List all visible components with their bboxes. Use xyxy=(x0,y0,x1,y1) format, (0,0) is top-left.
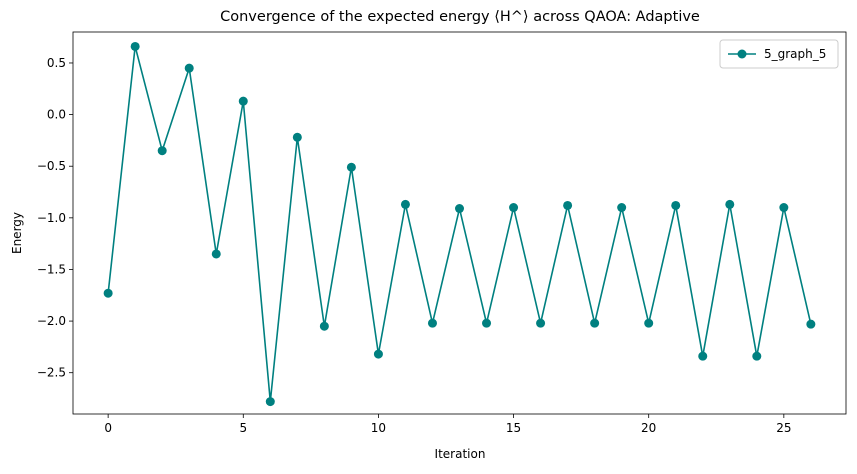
x-tick-label: 5 xyxy=(239,421,247,435)
plot-area: 0 5 10 15 20 25 −2.5 −2.0 −1.5 −1.0 −0.5 0.0 0.5 5_gr… xyxy=(37,31,847,435)
x-axis-label: Iteration xyxy=(435,447,486,461)
data-point xyxy=(806,319,816,329)
data-point xyxy=(238,96,248,106)
y-tick-label: −2.5 xyxy=(37,366,66,380)
legend-label: 5_graph_5 xyxy=(764,47,826,61)
data-point xyxy=(292,132,302,142)
data-point xyxy=(752,351,762,361)
data-point xyxy=(319,321,329,331)
legend-marker xyxy=(737,49,747,59)
data-point xyxy=(103,288,113,298)
data-point xyxy=(563,200,573,210)
data-point xyxy=(698,351,708,361)
x-tick-label: 25 xyxy=(776,421,791,435)
data-point xyxy=(725,199,735,209)
data-point xyxy=(509,203,519,213)
x-tick-label: 15 xyxy=(506,421,521,435)
series-line xyxy=(107,45,812,403)
chart-title: Convergence of the expected energy ⟨H^⟩ … xyxy=(220,9,700,25)
data-point xyxy=(536,318,546,328)
y-tick-label: −1.5 xyxy=(37,262,66,276)
data-point xyxy=(455,204,464,214)
y-tick-label: 0.0 xyxy=(47,108,66,122)
x-tick-label: 10 xyxy=(371,421,386,435)
data-point xyxy=(184,63,194,73)
x-tick-label: 0 xyxy=(104,421,112,435)
data-point xyxy=(373,349,383,359)
data-point xyxy=(400,199,410,209)
data-point xyxy=(644,318,654,328)
y-tick-label: −1.0 xyxy=(37,211,66,225)
data-point xyxy=(346,162,356,172)
y-tick-label: −2.0 xyxy=(37,314,66,328)
y-tick-label: −0.5 xyxy=(37,159,66,173)
data-point xyxy=(211,249,221,259)
data-point xyxy=(157,146,167,156)
plot-frame xyxy=(72,31,847,415)
data-point xyxy=(617,203,627,213)
y-tick-label: 0.5 xyxy=(47,56,66,70)
data-point xyxy=(590,318,600,328)
data-point xyxy=(427,318,437,328)
data-point xyxy=(130,41,140,51)
data-point xyxy=(779,203,789,213)
y-axis-label: Energy xyxy=(10,212,24,254)
data-point xyxy=(265,397,275,407)
data-point xyxy=(671,200,681,210)
legend-box xyxy=(719,39,839,69)
x-tick-label: 20 xyxy=(641,421,656,435)
data-point xyxy=(482,318,492,328)
y-axis-label-group: Energy xyxy=(10,212,24,254)
